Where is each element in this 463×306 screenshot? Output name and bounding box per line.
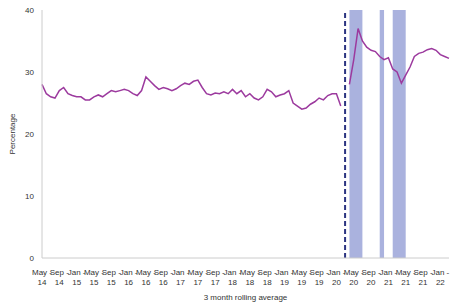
svg-text:17: 17 <box>193 278 202 287</box>
svg-text:Jan -: Jan - <box>223 268 242 277</box>
svg-text:15: 15 <box>90 278 99 287</box>
svg-text:17: 17 <box>211 278 220 287</box>
svg-text:21: 21 <box>419 278 428 287</box>
svg-text:19: 19 <box>280 278 289 287</box>
svg-text:Jan -: Jan - <box>119 268 138 277</box>
svg-text:Sep -: Sep - <box>362 268 381 277</box>
svg-text:May -: May - <box>343 268 364 277</box>
svg-text:Sep -: Sep - <box>413 268 432 277</box>
svg-text:18: 18 <box>228 278 237 287</box>
svg-text:Sep -: Sep - <box>206 268 225 277</box>
svg-text:17: 17 <box>176 278 185 287</box>
svg-text:Sep -: Sep - <box>258 268 277 277</box>
svg-text:19: 19 <box>315 278 324 287</box>
svg-text:May -: May - <box>187 268 208 277</box>
svg-text:May -: May - <box>32 268 52 277</box>
svg-text:10: 10 <box>25 192 34 201</box>
svg-text:Sep -: Sep - <box>102 268 121 277</box>
svg-text:May -: May - <box>291 268 312 277</box>
svg-text:40: 40 <box>25 6 34 15</box>
svg-text:May -: May - <box>395 268 416 277</box>
svg-text:Sep -: Sep - <box>154 268 173 277</box>
svg-text:0: 0 <box>30 254 35 263</box>
svg-text:3 month rolling average: 3 month rolling average <box>204 293 288 302</box>
svg-text:May -: May - <box>135 268 156 277</box>
svg-text:May -: May - <box>84 268 104 277</box>
svg-text:Sep -: Sep - <box>310 268 329 277</box>
svg-text:20: 20 <box>349 278 358 287</box>
svg-text:18: 18 <box>245 278 254 287</box>
svg-text:Sep -: Sep - <box>50 268 69 277</box>
svg-text:15: 15 <box>72 278 81 287</box>
svg-text:20: 20 <box>332 278 341 287</box>
svg-text:30: 30 <box>25 68 34 77</box>
svg-text:Percentage: Percentage <box>8 113 17 154</box>
svg-text:21: 21 <box>384 278 393 287</box>
svg-text:19: 19 <box>297 278 306 287</box>
svg-text:15: 15 <box>107 278 116 287</box>
svg-text:Jan -: Jan - <box>327 268 346 277</box>
svg-text:16: 16 <box>159 278 168 287</box>
svg-text:14: 14 <box>55 278 64 287</box>
svg-text:21: 21 <box>401 278 410 287</box>
svg-text:Jan -: Jan - <box>171 268 190 277</box>
svg-text:Jan -: Jan - <box>275 268 294 277</box>
svg-text:Jan -: Jan - <box>379 268 398 277</box>
svg-text:22: 22 <box>436 278 445 287</box>
svg-text:20: 20 <box>25 130 34 139</box>
svg-text:16: 16 <box>124 278 133 287</box>
svg-text:May -: May - <box>239 268 260 277</box>
svg-text:14: 14 <box>38 278 47 287</box>
svg-text:Jan -: Jan - <box>67 268 86 277</box>
svg-text:18: 18 <box>263 278 272 287</box>
svg-text:20: 20 <box>367 278 376 287</box>
svg-text:16: 16 <box>141 278 150 287</box>
svg-text:Jan -: Jan - <box>431 268 449 277</box>
